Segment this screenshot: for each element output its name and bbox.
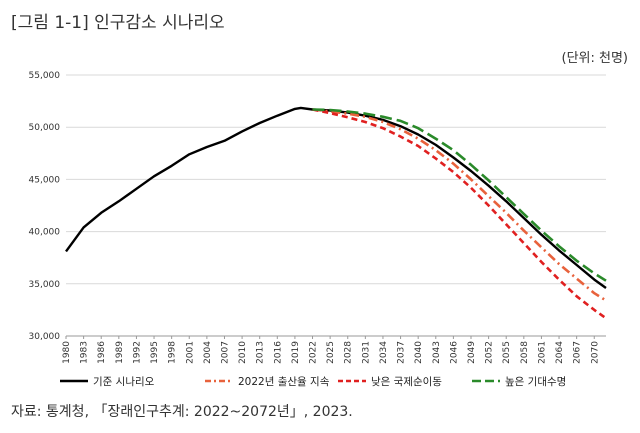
x-tick-label: 1995 xyxy=(150,341,160,364)
y-tick-label: 45,000 xyxy=(29,175,61,185)
x-tick-label: 2058 xyxy=(520,341,530,364)
legend: 기준 시나리오 2022년 출산율 지속 낮은 국제순이동 높은 기대수명 xyxy=(60,376,566,388)
y-tick-label: 30,000 xyxy=(29,332,61,342)
y-tick-label: 40,000 xyxy=(29,228,61,238)
x-tick-label: 1992 xyxy=(132,341,142,364)
x-tick-label: 2031 xyxy=(361,341,371,364)
series-line-3 xyxy=(312,108,607,320)
x-tick-label: 2055 xyxy=(502,341,512,364)
x-axis-ticks: 1980 1983 1986 1989 1992 1995 1998 2001 2004 2007… xyxy=(62,336,600,364)
x-tick-label: 2016 xyxy=(273,341,283,364)
x-tick-label: 1980 xyxy=(62,341,72,364)
legend-label: 2022년 출산율 지속 xyxy=(238,376,330,388)
x-tick-label: 2001 xyxy=(185,341,195,364)
legend-label: 높은 기대수명 xyxy=(505,376,566,388)
x-tick-label: 2067 xyxy=(573,341,583,364)
y-tick-label: 55,000 xyxy=(29,71,61,81)
y-axis-ticks: 30,000 35,000 40,000 45,000 50,000 55,000 xyxy=(29,71,61,342)
x-tick-label: 2007 xyxy=(220,341,230,364)
series-line-2 xyxy=(312,108,607,302)
x-tick-label: 2013 xyxy=(256,341,266,364)
legend-label: 낮은 국제순이동 xyxy=(371,376,442,388)
x-tick-label: 2040 xyxy=(414,341,424,364)
x-tick-label: 1986 xyxy=(97,341,107,364)
x-tick-label: 2061 xyxy=(537,341,547,364)
x-tick-label: 2034 xyxy=(379,341,389,364)
y-tick-label: 35,000 xyxy=(29,280,61,290)
x-tick-label: 2070 xyxy=(590,341,600,364)
x-tick-label: 2004 xyxy=(203,341,213,364)
x-tick-label: 2028 xyxy=(344,341,354,364)
x-tick-label: 1983 xyxy=(80,341,90,364)
series-lines xyxy=(65,106,607,320)
legend-label: 기준 시나리오 xyxy=(93,376,155,388)
x-tick-label: 2025 xyxy=(326,341,336,364)
x-tick-label: 1989 xyxy=(115,341,125,364)
series-line-1 xyxy=(65,106,607,289)
x-tick-label: 2019 xyxy=(291,341,301,364)
x-tick-label: 2064 xyxy=(555,341,565,364)
x-tick-label: 2043 xyxy=(432,341,442,364)
unit-label: (단위: 천명) xyxy=(561,51,629,66)
figure-title: [그림 1-1] 인구감소 시나리오 xyxy=(11,13,225,33)
x-tick-label: 2022 xyxy=(309,341,319,364)
x-tick-label: 2037 xyxy=(397,341,407,364)
x-tick-label: 2049 xyxy=(467,341,477,364)
y-tick-label: 50,000 xyxy=(29,123,61,133)
source-note: 자료: 통계청, 「장래인구추계: 2022~2072년」, 2023. xyxy=(11,404,353,420)
x-tick-label: 2052 xyxy=(485,341,495,364)
x-tick-label: 2010 xyxy=(238,341,248,364)
series-line-4 xyxy=(312,108,607,282)
x-tick-label: 2046 xyxy=(449,341,459,364)
x-tick-label: 1998 xyxy=(168,341,178,364)
